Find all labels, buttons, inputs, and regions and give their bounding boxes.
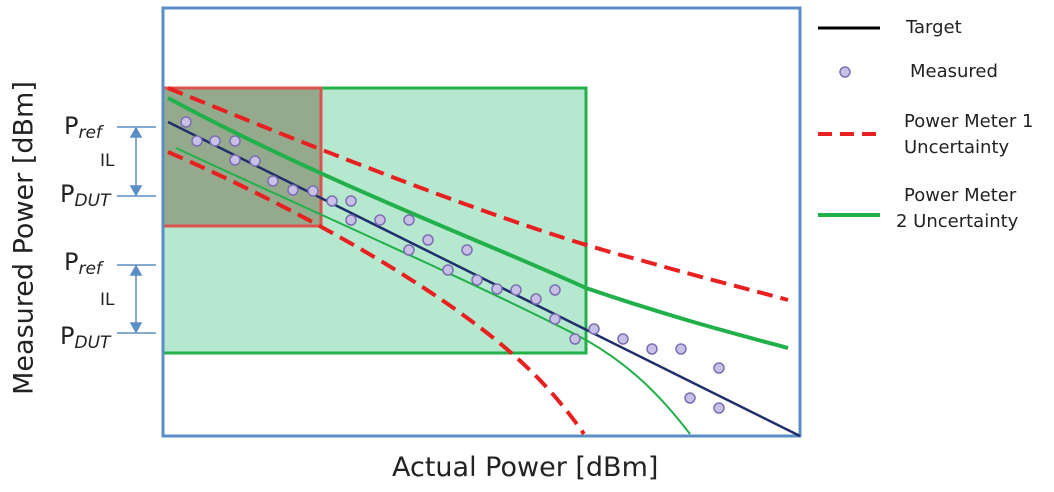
measured-point [471,274,483,286]
measured-point [326,195,338,207]
measured-point [180,116,192,128]
pm2-lower-curve [175,147,691,435]
il-upper-label: IL [100,151,115,171]
measured-point [461,244,473,256]
measured-point [646,343,658,355]
measured-point [491,283,503,295]
measured-point [510,284,522,296]
measured-point [530,293,542,305]
measured-point [191,135,203,147]
measured-point [267,175,279,187]
measured-point [569,333,581,345]
measured-point [307,185,319,197]
legend-target-label: Target [906,17,962,38]
pdut-lower-label: PDUT [60,322,111,353]
measured-point [249,155,261,167]
pm2-upper-curve [167,96,789,350]
measured-point [549,284,561,296]
measured-points [180,116,725,414]
measured-point [617,333,629,345]
pm1-upper-curve [167,86,789,302]
legend-pm2-label-line2: 2 Uncertainty [896,211,1019,232]
measured-point [442,264,454,276]
il-bracket-upper [117,126,156,197]
measured-point [209,135,221,147]
measured-point [229,154,241,166]
measured-point [345,195,357,207]
measured-point [588,323,600,335]
pref-upper-label: Pref [64,112,102,143]
legend-measured-marker [839,66,851,78]
measured-point [713,402,725,414]
measured-point [675,343,687,355]
pref-lower-label: Pref [64,248,102,279]
legend-pm1-label-line2: Uncertainty [904,137,1010,158]
measured-point [403,244,415,256]
measured-point [229,135,241,147]
il-bracket-lower [117,264,156,334]
target-line [167,120,801,438]
measured-point [713,362,725,374]
legend-pm2-label-line1: Power Meter [904,185,1017,206]
plot-frame [161,6,802,438]
measured-point [345,214,357,226]
measured-point [374,214,386,226]
measured-point [549,313,561,325]
pm1-lower-curve [167,150,586,436]
measured-point [684,392,696,404]
measured-point [403,214,415,226]
legend-pm1-label-line1: Power Meter 1 [904,111,1034,132]
legend-measured-label: Measured [910,61,998,82]
il-lower-label: IL [100,290,115,310]
pdut-upper-label: PDUT [60,180,111,211]
y-axis-label: Measured Power [dBm] [8,81,40,395]
measured-point [287,184,299,196]
x-axis-label: Actual Power [dBm] [392,452,659,483]
measured-point [422,234,434,246]
